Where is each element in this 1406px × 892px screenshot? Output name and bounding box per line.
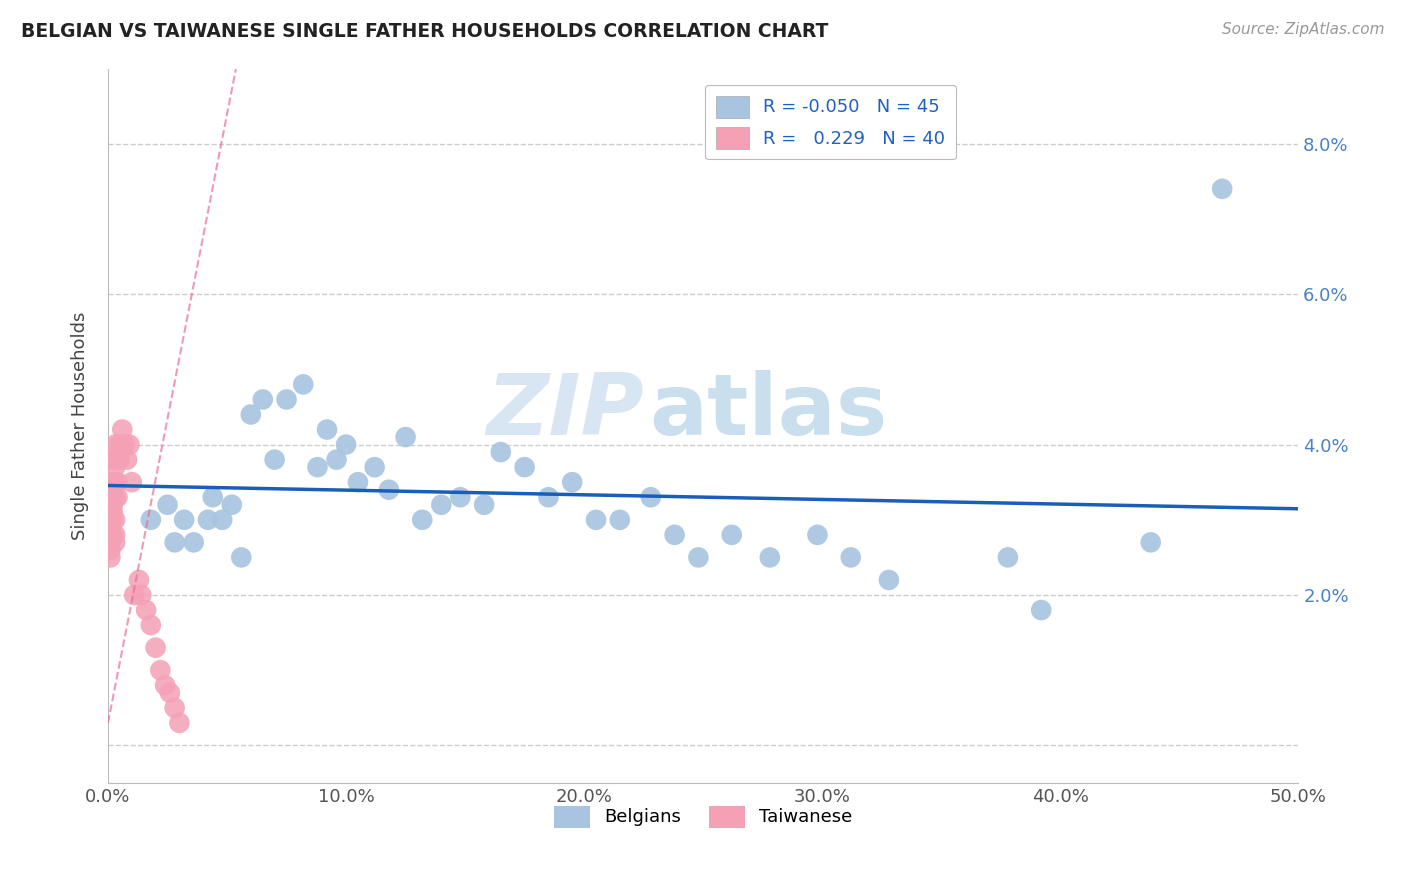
Point (107, 475, 129, 490)
Point (104, 475, 127, 490)
Point (561, 475, 583, 490)
Point (1139, 535, 1161, 549)
Point (98, 535, 121, 549)
Point (585, 513, 607, 527)
Point (101, 505, 124, 519)
Point (139, 513, 162, 527)
Point (839, 550, 862, 565)
Point (163, 535, 186, 549)
Text: Source: ZipAtlas.com: Source: ZipAtlas.com (1222, 22, 1385, 37)
Point (173, 513, 195, 527)
Point (98, 550, 121, 565)
Point (128, 573, 150, 587)
Point (325, 452, 347, 467)
Point (640, 490, 662, 504)
Point (307, 460, 329, 475)
Point (1211, 182, 1233, 196)
Point (1031, 603, 1053, 617)
Point (156, 498, 179, 512)
Text: BELGIAN VS TAIWANESE SINGLE FATHER HOUSEHOLDS CORRELATION CHART: BELGIAN VS TAIWANESE SINGLE FATHER HOUSE… (21, 22, 828, 41)
Point (163, 701, 186, 715)
Point (135, 603, 157, 617)
Point (104, 535, 127, 549)
Point (363, 460, 385, 475)
Point (153, 678, 176, 692)
Point (430, 498, 453, 512)
Point (121, 475, 143, 490)
Point (263, 452, 285, 467)
Point (378, 483, 401, 497)
Point (201, 490, 224, 504)
Point (107, 452, 129, 467)
Point (104, 437, 127, 451)
Point (104, 452, 127, 467)
Point (118, 437, 141, 451)
Point (183, 535, 205, 549)
Point (104, 513, 127, 527)
Point (115, 452, 138, 467)
Point (145, 640, 167, 655)
Point (101, 528, 124, 542)
Point (609, 513, 631, 527)
Point (104, 460, 127, 475)
Point (122, 588, 145, 602)
Point (149, 663, 172, 677)
Point (114, 437, 136, 451)
Point (159, 686, 181, 700)
Point (394, 430, 416, 444)
Point (335, 437, 357, 451)
Y-axis label: Single Father Households: Single Father Households (72, 311, 89, 540)
Point (720, 528, 742, 542)
Point (688, 550, 710, 565)
Point (169, 715, 191, 730)
Point (537, 490, 560, 504)
Point (108, 452, 131, 467)
Legend: Belgians, Taiwanese: Belgians, Taiwanese (547, 798, 859, 835)
Point (759, 550, 782, 565)
Point (131, 588, 153, 602)
Text: atlas: atlas (650, 370, 887, 453)
Point (877, 573, 900, 587)
Point (221, 498, 243, 512)
Point (664, 528, 686, 542)
Point (101, 498, 124, 512)
Point (239, 408, 262, 422)
Point (276, 392, 298, 407)
Point (108, 437, 131, 451)
Point (98, 513, 121, 527)
Point (806, 528, 828, 542)
Point (101, 513, 124, 527)
Point (104, 490, 127, 504)
Point (197, 513, 219, 527)
Point (997, 550, 1019, 565)
Point (111, 423, 134, 437)
Point (449, 490, 471, 504)
Point (101, 452, 124, 467)
Point (347, 475, 370, 490)
Point (231, 550, 253, 565)
Point (472, 498, 495, 512)
Point (104, 528, 127, 542)
Point (107, 490, 129, 504)
Point (211, 513, 233, 527)
Point (489, 445, 512, 459)
Point (101, 475, 124, 490)
Point (411, 513, 433, 527)
Point (98, 542, 121, 557)
Point (513, 460, 536, 475)
Point (292, 377, 315, 392)
Text: ZIP: ZIP (486, 370, 644, 453)
Point (252, 392, 274, 407)
Point (139, 618, 162, 632)
Point (316, 423, 339, 437)
Point (98, 528, 121, 542)
